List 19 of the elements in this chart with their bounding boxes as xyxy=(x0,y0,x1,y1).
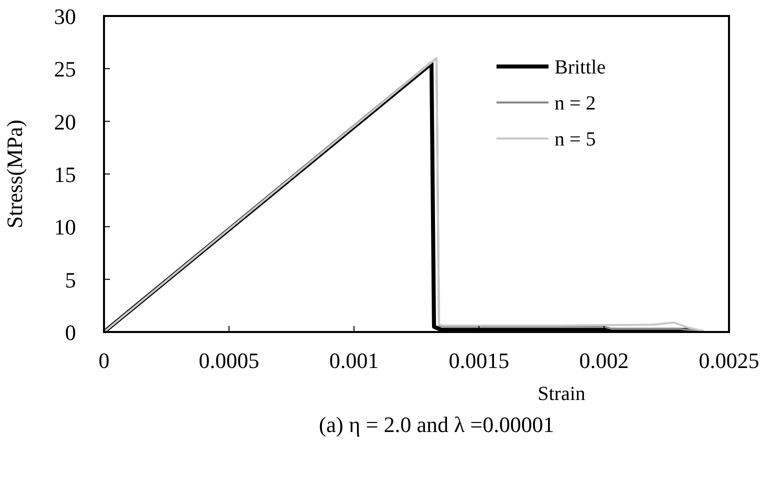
x-axis-title: Strain xyxy=(538,383,586,405)
y-tick-label: 30 xyxy=(54,4,76,29)
x-tick-label: 0.0015 xyxy=(448,348,510,373)
y-axis-title: Stress(MPa) xyxy=(2,120,27,228)
x-tick-label: 0.002 xyxy=(579,348,629,373)
y-tick-label: 15 xyxy=(54,162,76,187)
y-tick-label: 0 xyxy=(65,320,76,345)
x-tick-label: 0.001 xyxy=(329,348,379,373)
y-tick-label: 20 xyxy=(54,109,76,134)
y-tick-label: 5 xyxy=(65,267,76,292)
x-tick-label: 0.0005 xyxy=(198,348,260,373)
y-tick-label: 10 xyxy=(54,214,76,240)
x-tick-label: 0.0025 xyxy=(698,348,760,373)
x-tick-label: 0 xyxy=(98,348,110,373)
legend-label: n = 5 xyxy=(554,128,596,151)
text: (a) η = 2.0 and λ =0.00001 xyxy=(318,412,554,437)
legend-label: Brittle xyxy=(554,56,606,79)
legend-label: n = 2 xyxy=(554,92,596,115)
y-tick-label: 25 xyxy=(54,56,76,82)
